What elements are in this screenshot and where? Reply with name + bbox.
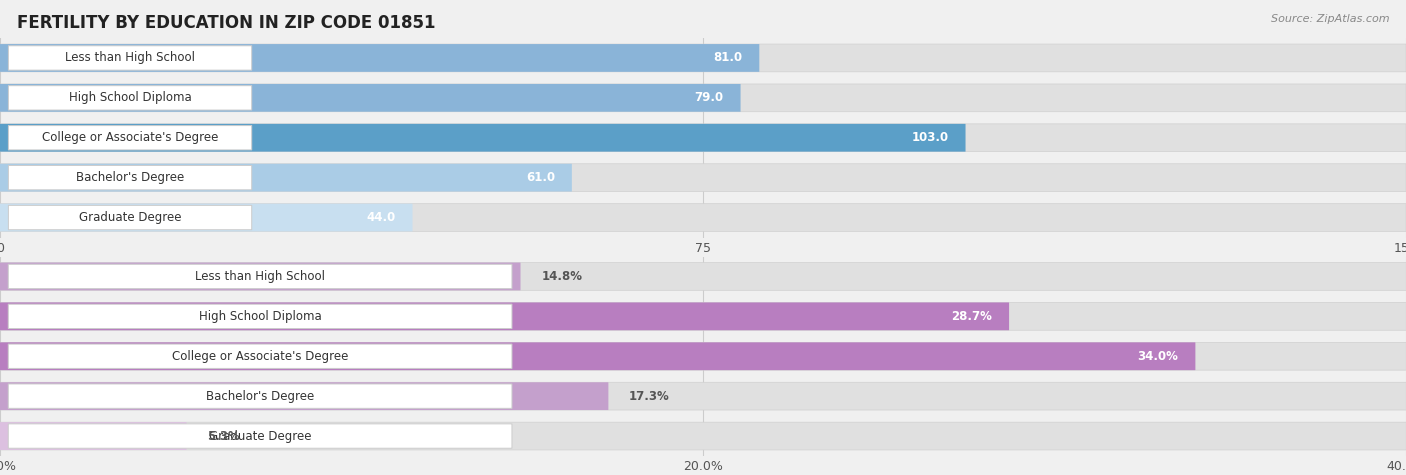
FancyBboxPatch shape [0, 382, 1406, 410]
FancyBboxPatch shape [8, 205, 252, 230]
FancyBboxPatch shape [0, 164, 572, 191]
FancyBboxPatch shape [0, 303, 1406, 330]
FancyBboxPatch shape [8, 384, 512, 408]
FancyBboxPatch shape [0, 342, 1406, 370]
FancyBboxPatch shape [8, 125, 252, 150]
Text: 14.8%: 14.8% [541, 270, 582, 283]
Text: High School Diploma: High School Diploma [198, 310, 322, 323]
Text: College or Associate's Degree: College or Associate's Degree [42, 131, 218, 144]
Text: 17.3%: 17.3% [630, 390, 669, 403]
FancyBboxPatch shape [8, 304, 512, 329]
Text: 5.3%: 5.3% [208, 429, 240, 443]
Text: 103.0: 103.0 [911, 131, 949, 144]
FancyBboxPatch shape [0, 44, 759, 72]
FancyBboxPatch shape [0, 124, 1406, 152]
FancyBboxPatch shape [0, 422, 1406, 450]
FancyBboxPatch shape [0, 84, 741, 112]
FancyBboxPatch shape [0, 44, 1406, 72]
Text: Graduate Degree: Graduate Degree [209, 429, 311, 443]
Text: Bachelor's Degree: Bachelor's Degree [76, 171, 184, 184]
Text: FERTILITY BY EDUCATION IN ZIP CODE 01851: FERTILITY BY EDUCATION IN ZIP CODE 01851 [17, 14, 436, 32]
Text: 61.0: 61.0 [526, 171, 555, 184]
Text: Graduate Degree: Graduate Degree [79, 211, 181, 224]
FancyBboxPatch shape [0, 263, 1406, 290]
Text: 28.7%: 28.7% [950, 310, 991, 323]
FancyBboxPatch shape [0, 124, 966, 152]
Text: Source: ZipAtlas.com: Source: ZipAtlas.com [1271, 14, 1389, 24]
FancyBboxPatch shape [0, 204, 1406, 231]
Text: Less than High School: Less than High School [65, 51, 195, 65]
FancyBboxPatch shape [0, 84, 1406, 112]
FancyBboxPatch shape [8, 46, 252, 70]
Text: 44.0: 44.0 [367, 211, 395, 224]
FancyBboxPatch shape [0, 164, 1406, 191]
Text: Bachelor's Degree: Bachelor's Degree [207, 390, 314, 403]
FancyBboxPatch shape [0, 422, 187, 450]
FancyBboxPatch shape [8, 344, 512, 369]
Text: College or Associate's Degree: College or Associate's Degree [172, 350, 349, 363]
Text: 79.0: 79.0 [695, 91, 724, 104]
FancyBboxPatch shape [0, 303, 1010, 330]
Text: 34.0%: 34.0% [1137, 350, 1178, 363]
FancyBboxPatch shape [8, 86, 252, 110]
Text: Less than High School: Less than High School [195, 270, 325, 283]
Text: 81.0: 81.0 [713, 51, 742, 65]
FancyBboxPatch shape [0, 342, 1195, 370]
FancyBboxPatch shape [0, 204, 412, 231]
FancyBboxPatch shape [0, 263, 520, 290]
FancyBboxPatch shape [8, 165, 252, 190]
FancyBboxPatch shape [0, 382, 609, 410]
Text: High School Diploma: High School Diploma [69, 91, 191, 104]
FancyBboxPatch shape [8, 264, 512, 289]
FancyBboxPatch shape [8, 424, 512, 448]
